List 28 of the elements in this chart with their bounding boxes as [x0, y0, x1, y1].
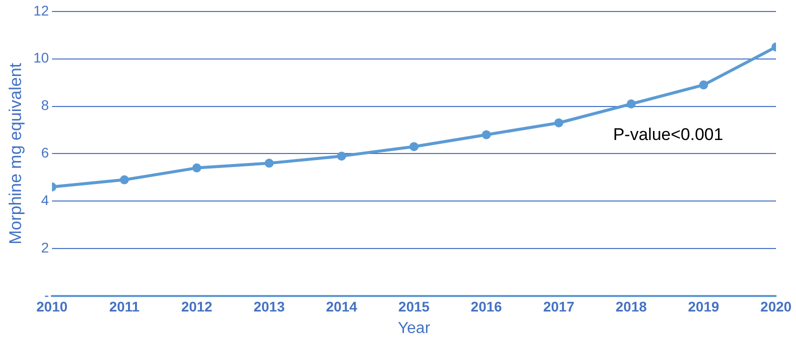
x-tick-label: 2014 [326, 298, 358, 314]
x-tick-label: 2018 [616, 298, 647, 314]
x-tick-label: 2020 [760, 298, 792, 314]
y-axis-title: Morphine mg equivalent [6, 62, 25, 244]
x-tick-label: 2017 [543, 298, 575, 314]
point [626, 99, 636, 108]
y-tick-label: 12 [33, 2, 50, 18]
point [554, 118, 564, 128]
x-tick-label: 2012 [181, 298, 213, 314]
point [699, 80, 708, 90]
y-tick-label: 10 [33, 50, 50, 66]
y-tick-label: 8 [41, 97, 50, 114]
y-tick-label: 2 [41, 239, 50, 256]
x-tick-label: 2016 [470, 298, 502, 314]
annotation: P-value<0.001 [613, 124, 724, 144]
point [264, 158, 274, 168]
x-tick-label: 2013 [254, 298, 285, 314]
point [120, 175, 129, 184]
x-axis-title: Year [398, 320, 431, 337]
point [482, 130, 491, 140]
point [192, 163, 202, 172]
y-tick-label: 6 [41, 144, 50, 161]
point [409, 142, 418, 152]
point [337, 152, 346, 161]
y-tick-label: 4 [41, 192, 50, 208]
x-tick-label: 2019 [688, 298, 720, 314]
x-tick-label: 2015 [398, 298, 430, 314]
x-tick-label: 2011 [109, 298, 140, 314]
